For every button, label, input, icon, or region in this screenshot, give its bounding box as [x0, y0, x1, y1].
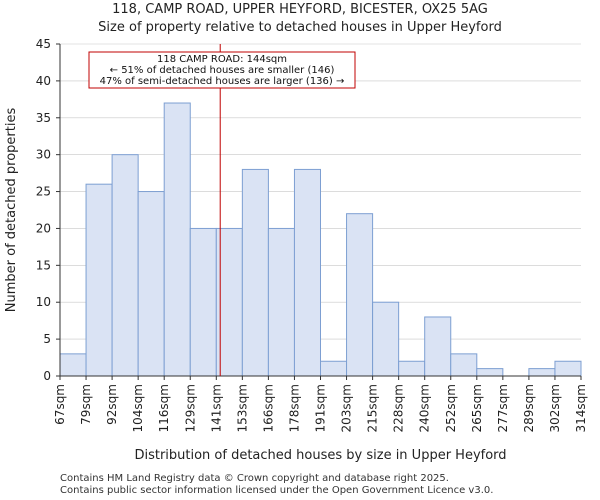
bars	[59, 102, 582, 377]
histogram-bar	[267, 227, 295, 377]
x-tick-label: 302sqm	[548, 384, 562, 432]
footer-licence: Contains public sector information licen…	[60, 485, 494, 496]
annotation-box: 118 CAMP ROAD: 144sqm ← 51% of detached …	[88, 51, 356, 89]
x-tick-label: 240sqm	[418, 384, 432, 432]
y-tick-label: 45	[36, 37, 51, 51]
x-tick-label: 215sqm	[366, 384, 380, 432]
x-tick-label: 141sqm	[209, 384, 223, 432]
x-tick-label: 228sqm	[392, 384, 406, 432]
chart-subtitle: Size of property relative to detached ho…	[98, 20, 502, 35]
x-tick-label: 289sqm	[522, 384, 536, 432]
annotation-line-2: ← 51% of detached houses are smaller (14…	[110, 65, 335, 76]
histogram-bar	[111, 154, 139, 377]
x-tick-label: 277sqm	[496, 384, 510, 432]
x-tick-label: 153sqm	[235, 384, 249, 432]
x-tick-label: 129sqm	[183, 384, 197, 432]
histogram-bar	[554, 360, 582, 377]
histogram-bar	[528, 368, 556, 377]
histogram-bar	[450, 353, 478, 377]
x-axis-label: Distribution of detached houses by size …	[134, 448, 506, 463]
x-tick-label: 79sqm	[79, 384, 93, 425]
annotation-frame	[88, 51, 356, 89]
histogram-bar	[476, 368, 504, 377]
histogram-bar	[372, 301, 400, 377]
x-tick-label: 166sqm	[261, 384, 275, 432]
y-tick-label: 10	[36, 295, 51, 309]
histogram-bar	[424, 316, 452, 377]
histogram-bar	[320, 360, 348, 377]
x-ticks: 67sqm 79sqm 92sqm 104sqm 116sqm 129sqm 141sqm 1…	[53, 376, 588, 432]
histogram-bar	[398, 360, 426, 377]
histogram-bar	[241, 168, 269, 377]
x-tick-label: 252sqm	[444, 384, 458, 432]
page-title: 118, CAMP ROAD, UPPER HEYFORD, BICESTER,…	[112, 2, 488, 17]
x-tick-label: 265sqm	[470, 384, 484, 432]
x-tick-label: 67sqm	[53, 384, 67, 425]
footer-copyright: Contains HM Land Registry data © Crown c…	[60, 473, 449, 484]
y-tick-label: 20	[36, 221, 51, 235]
histogram-bar	[293, 168, 322, 377]
y-ticks: 0 5 10 15 20 25 30 35 40 45	[36, 37, 60, 383]
annotation-line-1: 118 CAMP ROAD: 144sqm	[157, 54, 287, 65]
histogram-bar	[163, 102, 191, 377]
x-tick-label: 92sqm	[105, 384, 119, 425]
x-tick-label: 116sqm	[157, 384, 171, 432]
histogram-bar	[59, 353, 87, 377]
x-tick-label: 104sqm	[131, 384, 145, 432]
histogram-bar	[85, 183, 113, 377]
annotation-line-3: 47% of semi-detached houses are larger (…	[100, 76, 345, 87]
y-tick-label: 35	[36, 111, 51, 125]
histogram-bar	[189, 227, 217, 377]
y-tick-label: 25	[36, 185, 51, 199]
y-tick-label: 40	[36, 74, 51, 88]
histogram-bar	[346, 213, 374, 377]
x-tick-label: 314sqm	[574, 384, 588, 432]
y-tick-label: 5	[43, 332, 51, 346]
y-tick-label: 15	[36, 258, 51, 272]
x-tick-label: 178sqm	[287, 384, 301, 432]
y-axis-label: Number of detached properties	[4, 108, 19, 313]
x-tick-label: 203sqm	[340, 384, 354, 432]
x-tick-label: 191sqm	[314, 384, 328, 432]
y-tick-label: 30	[36, 148, 51, 162]
histogram-bar	[137, 191, 165, 377]
y-tick-label: 0	[43, 369, 51, 383]
